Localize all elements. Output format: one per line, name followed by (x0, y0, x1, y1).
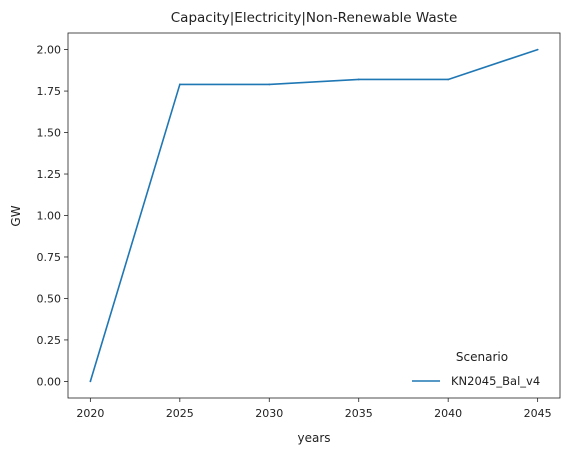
legend: Scenario KN2045_Bal_v4 (412, 350, 540, 388)
series-layer (89, 48, 539, 383)
series-line-0 (89, 48, 538, 382)
y-tick-label: 1.50 (37, 127, 62, 140)
y-tick-label: 0.75 (37, 251, 62, 264)
data-point (447, 78, 450, 81)
data-point (268, 83, 271, 86)
y-axis-title: GW (9, 205, 23, 226)
y-tick-label: 0.25 (37, 334, 62, 347)
y-tick-label: 2.00 (37, 44, 62, 57)
y-tick-label: 0.50 (37, 292, 62, 305)
x-tick-label: 2025 (166, 407, 194, 420)
y-tick-label: 1.25 (37, 168, 62, 181)
x-axis-title: years (297, 431, 330, 445)
x-tick-label: 2040 (434, 407, 462, 420)
legend-label-kn2045-bal-v4: KN2045_Bal_v4 (451, 374, 540, 388)
data-point (89, 380, 92, 383)
data-point (357, 78, 360, 81)
x-axis: 2020 2025 2030 2035 2040 2045 (76, 398, 552, 420)
y-axis: 0.00 0.25 0.50 0.75 1.00 1.25 1.50 1.75 2.00 (37, 44, 68, 388)
x-tick-label: 2045 (524, 407, 552, 420)
chart-title: Capacity|Electricity|Non-Renewable Waste (171, 10, 458, 26)
legend-title: Scenario (456, 350, 508, 364)
data-point (536, 48, 539, 51)
x-tick-label: 2035 (345, 407, 373, 420)
x-tick-label: 2020 (76, 407, 104, 420)
data-point (178, 83, 181, 86)
y-tick-label: 1.75 (37, 85, 62, 98)
x-tick-label: 2030 (255, 407, 283, 420)
plot-area (67, 32, 561, 399)
y-tick-label: 1.00 (37, 210, 62, 223)
y-tick-label: 0.00 (37, 375, 62, 388)
